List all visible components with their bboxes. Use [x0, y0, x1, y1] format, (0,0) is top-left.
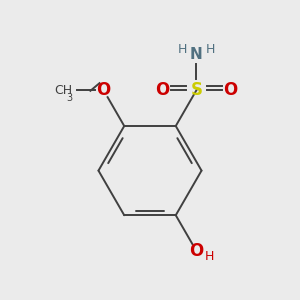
Text: CH: CH: [55, 84, 73, 97]
Text: O: O: [97, 81, 111, 99]
Text: S: S: [190, 81, 202, 99]
Text: N: N: [190, 47, 203, 62]
Text: H: H: [178, 43, 187, 56]
Text: H: H: [205, 250, 214, 263]
Text: O: O: [189, 242, 203, 260]
Text: O: O: [223, 81, 237, 99]
Text: O: O: [155, 81, 170, 99]
Text: 3: 3: [67, 93, 73, 103]
Text: H: H: [206, 43, 215, 56]
